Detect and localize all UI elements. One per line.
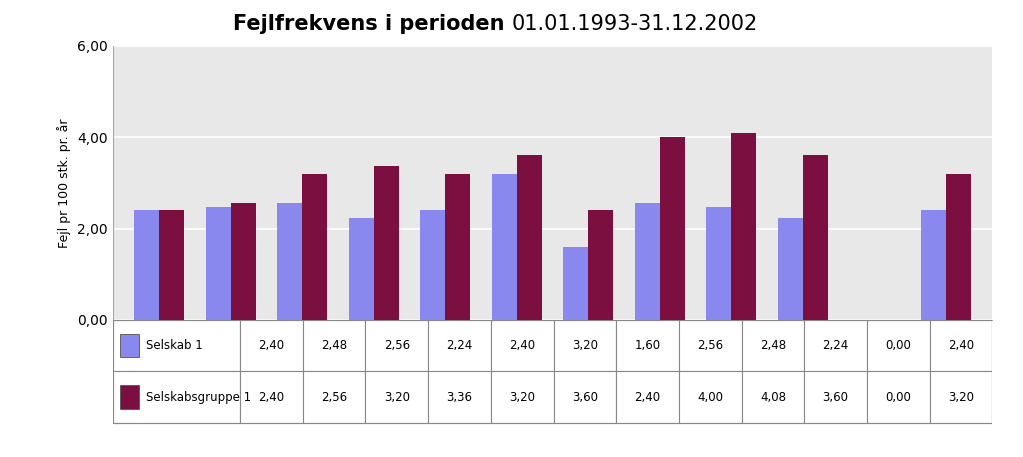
Bar (588, 210, 613, 320)
Bar (420, 210, 445, 320)
Text: 2,40: 2,40 (509, 339, 535, 352)
Bar (429, 371, 491, 423)
Text: 2,48: 2,48 (760, 339, 786, 352)
Text: 3,36: 3,36 (446, 391, 473, 404)
Bar (113, 371, 240, 423)
Bar (553, 320, 616, 371)
Text: 0,00: 0,00 (885, 391, 911, 404)
Bar (120, 385, 139, 409)
Bar (491, 320, 553, 371)
Text: 2,24: 2,24 (822, 339, 849, 352)
Bar (946, 174, 971, 320)
Bar (634, 203, 660, 320)
Bar (134, 210, 159, 320)
Text: 4,08: 4,08 (760, 391, 786, 404)
Bar (113, 320, 240, 371)
Text: 2,40: 2,40 (259, 339, 284, 352)
Bar (373, 166, 399, 320)
Bar (429, 320, 491, 371)
Text: 2,56: 2,56 (384, 339, 410, 352)
Bar (517, 155, 542, 320)
Bar (277, 203, 302, 320)
Bar (303, 371, 365, 423)
Bar (445, 174, 471, 320)
Bar (302, 174, 327, 320)
Text: 3,20: 3,20 (572, 339, 597, 352)
Bar (742, 371, 804, 423)
Text: Fejlfrekvens i perioden: Fejlfrekvens i perioden (233, 14, 512, 34)
Text: 3,60: 3,60 (572, 391, 597, 404)
Bar (492, 174, 517, 320)
Bar (230, 203, 256, 320)
Y-axis label: Fejl pr 100 stk. pr. år: Fejl pr 100 stk. pr. år (57, 118, 72, 248)
Text: 0,00: 0,00 (885, 339, 911, 352)
Bar (120, 334, 139, 357)
Bar (206, 207, 230, 320)
Bar (365, 320, 429, 371)
Bar (804, 371, 866, 423)
Text: Selskabsgruppe 1: Selskabsgruppe 1 (146, 391, 251, 404)
Bar (365, 371, 429, 423)
Text: 3,20: 3,20 (384, 391, 410, 404)
Text: 2,24: 2,24 (446, 339, 473, 352)
Bar (803, 155, 828, 320)
Text: 4,00: 4,00 (698, 391, 723, 404)
Bar (866, 371, 930, 423)
Bar (777, 218, 803, 320)
Bar (930, 371, 992, 423)
Text: 2,48: 2,48 (321, 339, 347, 352)
Text: 2,40: 2,40 (634, 391, 661, 404)
Text: 3,20: 3,20 (509, 391, 535, 404)
Text: 2,40: 2,40 (259, 391, 284, 404)
Bar (240, 320, 303, 371)
Bar (349, 218, 373, 320)
Bar (679, 371, 742, 423)
Text: 1,60: 1,60 (634, 339, 661, 352)
Bar (616, 320, 679, 371)
Bar (563, 247, 588, 320)
Bar (930, 320, 992, 371)
Bar (303, 320, 365, 371)
Bar (660, 137, 684, 320)
Text: 2,56: 2,56 (321, 391, 347, 404)
Bar (679, 320, 742, 371)
Bar (113, 320, 992, 423)
Text: 3,20: 3,20 (948, 391, 974, 404)
Text: 2,40: 2,40 (948, 339, 974, 352)
Bar (553, 371, 616, 423)
Text: Selskab 1: Selskab 1 (146, 339, 203, 352)
Bar (616, 371, 679, 423)
Bar (491, 371, 553, 423)
Bar (804, 320, 866, 371)
Text: 01.01.1993-31.12.2002: 01.01.1993-31.12.2002 (512, 14, 758, 34)
Bar (866, 320, 930, 371)
Bar (159, 210, 184, 320)
Text: 2,56: 2,56 (697, 339, 723, 352)
Bar (742, 320, 804, 371)
Bar (731, 133, 756, 320)
Bar (706, 207, 731, 320)
Text: 3,60: 3,60 (822, 391, 849, 404)
Bar (921, 210, 946, 320)
Bar (240, 371, 303, 423)
